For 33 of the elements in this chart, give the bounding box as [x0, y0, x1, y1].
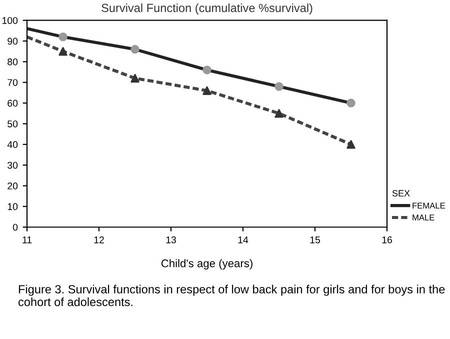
x-tick-label: 13: [166, 236, 176, 244]
point: [202, 66, 212, 74]
x-tick-label: 16: [382, 236, 392, 244]
chart-title: Survival Function (cumulative %survival): [102, 3, 312, 14]
y-tick-label: 60: [8, 100, 18, 107]
point: [130, 74, 140, 83]
point: [274, 82, 284, 91]
legend-label: FEMALE: [412, 202, 445, 208]
x-tick-label: 11: [22, 236, 32, 244]
y-tick-label: 20: [8, 182, 18, 190]
x-tick-label: 14: [238, 236, 248, 244]
caption: Figure 3. Survival functions in respect of low back pain for girls and for boys in the cohort of adolescents.: [18, 284, 445, 306]
point: [346, 140, 356, 149]
y-tick-label: 30: [8, 162, 18, 169]
x-axis-title: Child's age (years): [161, 259, 252, 270]
y-tick-label: 10: [8, 203, 18, 210]
point: [202, 86, 212, 96]
y-tick-label: 100: [2, 17, 18, 24]
point: [130, 44, 140, 54]
point: [346, 98, 356, 108]
legend-title: SEX: [392, 190, 410, 196]
y-tick-label: 70: [8, 79, 18, 86]
point: [274, 109, 284, 118]
point: [58, 32, 68, 42]
y-tick-label: 80: [8, 58, 18, 66]
point: [58, 46, 68, 56]
x-tick-label: 15: [310, 236, 320, 244]
y-tick-label: 90: [8, 38, 18, 45]
y-tick-label: 40: [7, 141, 18, 148]
y-tick-label: 50: [8, 120, 18, 128]
x-tick-label: 12: [94, 236, 104, 244]
legend-label: MALE: [412, 214, 434, 220]
y-tick-label: 0: [12, 224, 18, 231]
